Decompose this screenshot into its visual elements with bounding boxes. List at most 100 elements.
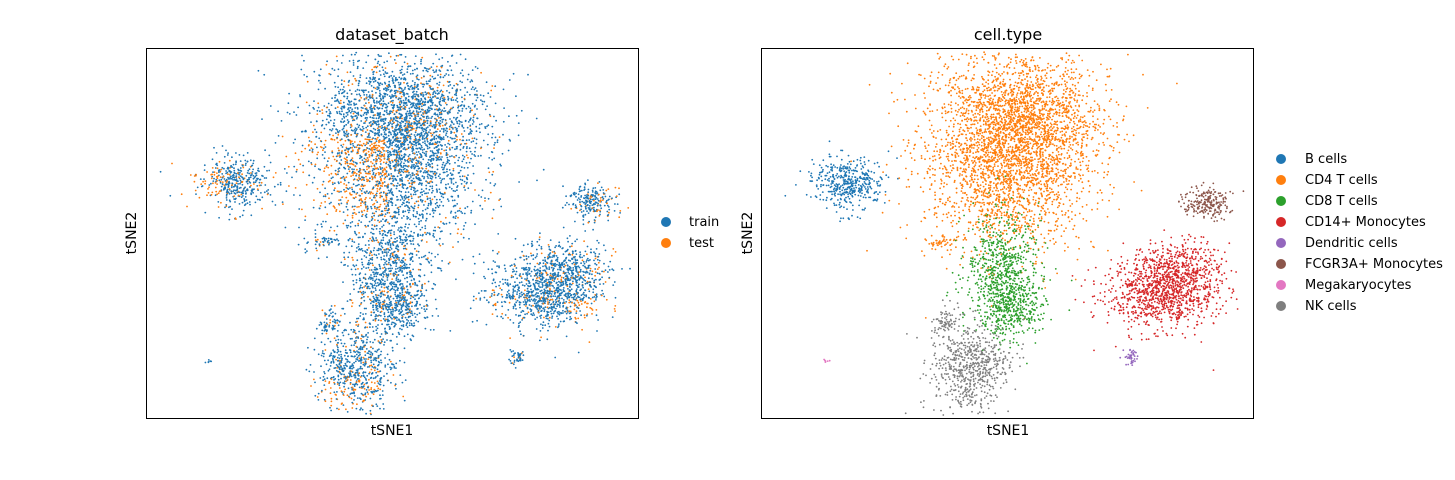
scatter-point xyxy=(367,247,370,249)
scatter-point xyxy=(303,74,306,76)
scatter-point xyxy=(356,247,358,249)
scatter-point xyxy=(437,253,439,256)
scatter-point xyxy=(364,170,367,173)
scatter-point xyxy=(449,65,451,67)
scatter-point xyxy=(445,162,448,165)
scatter-point xyxy=(420,263,422,266)
scatter-point xyxy=(426,232,429,234)
scatter-point xyxy=(472,116,475,119)
scatter-point xyxy=(435,188,438,191)
scatter-point xyxy=(244,186,246,189)
scatter-point xyxy=(422,95,425,98)
scatter-point xyxy=(250,193,253,196)
scatter-point xyxy=(364,232,366,235)
scatter-point xyxy=(305,101,308,104)
scatter-point xyxy=(405,168,408,171)
scatter-point xyxy=(431,176,434,178)
scatter-point xyxy=(484,200,486,202)
scatter-point xyxy=(366,263,369,266)
scatter-point xyxy=(379,203,382,206)
scatter-point xyxy=(364,131,367,133)
scatter-point xyxy=(387,140,390,142)
scatter-point xyxy=(398,172,401,174)
scatter-point xyxy=(394,285,396,288)
scatter-point xyxy=(366,136,369,138)
scatter-point xyxy=(171,162,173,165)
scatter-point xyxy=(355,174,357,177)
scatter-point xyxy=(424,225,427,227)
scatter-point xyxy=(340,261,343,264)
scatter-point xyxy=(204,182,206,185)
scatter-point xyxy=(490,89,493,92)
scatter-point xyxy=(387,121,390,124)
scatter-point xyxy=(427,158,430,161)
scatter-point xyxy=(399,53,401,56)
scatter-point xyxy=(387,263,389,266)
scatter-point xyxy=(321,112,324,114)
scatter-point xyxy=(422,217,424,219)
scatter-point xyxy=(399,261,402,263)
scatter-point xyxy=(338,130,341,132)
scatter-point xyxy=(468,139,471,141)
scatter-point xyxy=(381,229,384,232)
scatter-point xyxy=(423,104,426,106)
scatter-point xyxy=(427,257,429,259)
scatter-point xyxy=(436,97,438,99)
scatter-point xyxy=(324,194,327,196)
scatter-point xyxy=(367,240,370,242)
scatter-point xyxy=(355,103,358,105)
scatter-point xyxy=(242,178,245,181)
scatter-point xyxy=(343,188,345,191)
scatter-point xyxy=(399,194,402,197)
scatter-point xyxy=(367,111,369,114)
scatter-point xyxy=(469,117,472,120)
scatter-point xyxy=(449,108,452,111)
scatter-point xyxy=(219,190,222,192)
scatter-point xyxy=(479,204,482,207)
scatter-point xyxy=(420,256,423,259)
scatter-point xyxy=(431,162,434,165)
scatter-point xyxy=(459,120,461,123)
scatter-point xyxy=(241,201,244,204)
scatter-point xyxy=(382,293,385,296)
scatter-point xyxy=(314,128,316,131)
scatter-point xyxy=(469,107,472,110)
scatter-point xyxy=(373,66,376,69)
scatter-point xyxy=(426,111,428,114)
scatter-point xyxy=(427,164,430,167)
scatter-point xyxy=(411,128,413,131)
scatter-point xyxy=(380,146,383,149)
scatter-point xyxy=(384,144,387,147)
scatter-point xyxy=(235,175,238,177)
scatter-point xyxy=(350,93,353,95)
scatter-point xyxy=(397,250,399,253)
scatter-point xyxy=(395,54,398,57)
scatter-point xyxy=(407,311,410,314)
scatter-point xyxy=(255,174,258,177)
scatter-point xyxy=(357,126,360,129)
scatter-point xyxy=(448,162,451,165)
scatter-point xyxy=(368,259,370,262)
scatter-point xyxy=(328,242,331,244)
scatter-point xyxy=(401,283,404,285)
scatter-point xyxy=(339,112,341,115)
scatter-point xyxy=(426,195,428,198)
scatter-point xyxy=(439,130,441,132)
scatter-point xyxy=(401,291,404,294)
scatter-point xyxy=(228,182,231,185)
scatter-point xyxy=(306,250,308,253)
scatter-point xyxy=(362,127,365,130)
scatter-point xyxy=(346,214,349,217)
scatter-point xyxy=(329,119,332,122)
scatter-point xyxy=(422,158,425,161)
scatter-point xyxy=(368,101,370,104)
scatter-point xyxy=(354,127,357,129)
scatter-point xyxy=(269,161,272,164)
scatter-point xyxy=(402,257,404,260)
scatter-point xyxy=(400,154,403,157)
scatter-point xyxy=(410,193,412,196)
scatter-point xyxy=(335,132,337,134)
scatter-point xyxy=(384,95,386,98)
scatter-point xyxy=(421,56,424,59)
scatter-point xyxy=(394,86,397,88)
